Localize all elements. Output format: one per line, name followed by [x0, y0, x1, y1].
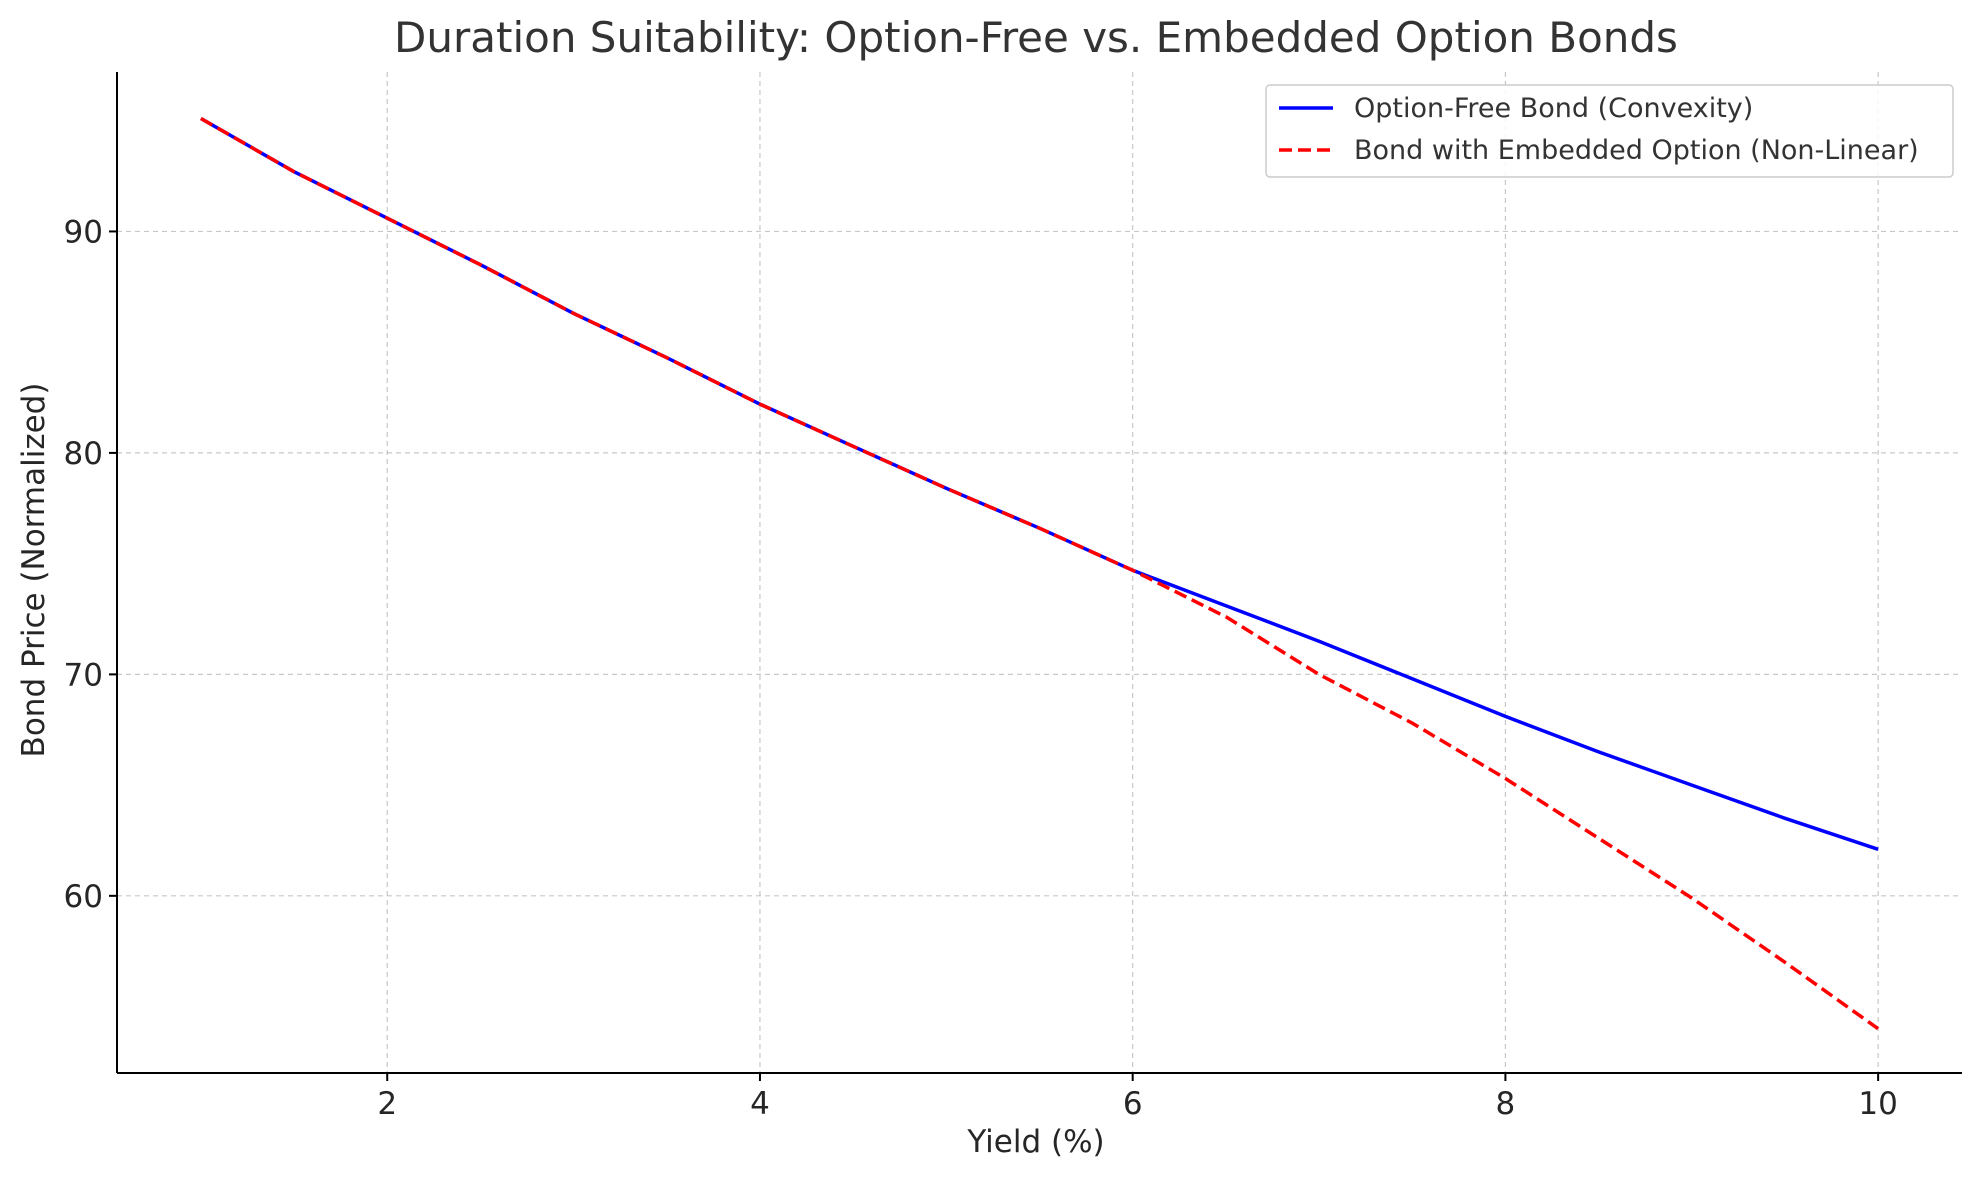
y-tick-label: 80 [64, 436, 103, 472]
x-axis-label: Yield (%) [966, 1124, 1104, 1160]
y-tick-label: 70 [64, 657, 103, 693]
y-axis-label: Bond Price (Normalized) [16, 383, 52, 758]
x-tick-label: 6 [1123, 1086, 1143, 1122]
y-tick-label: 90 [64, 214, 103, 250]
chart-title: Duration Suitability: Option-Free vs. Em… [394, 13, 1678, 62]
x-tick-label: 8 [1496, 1086, 1516, 1122]
grid [117, 72, 1962, 1073]
series-line-embedded-option [200, 116, 1880, 1031]
legend: Option-Free Bond (Convexity) Bond with E… [1265, 84, 1954, 178]
legend-label-embedded-option: Bond with Embedded Option (Non-Linear) [1354, 135, 1919, 166]
axes [116, 72, 1962, 1074]
series-lines [200, 116, 1880, 1031]
legend-label-option-free: Option-Free Bond (Convexity) [1354, 93, 1753, 124]
x-tick-label: 10 [1858, 1086, 1897, 1122]
x-tick-label: 4 [750, 1086, 770, 1122]
y-tick-label: 60 [64, 879, 103, 915]
x-tick-label: 2 [377, 1086, 397, 1122]
ticks: 2 4 6 8 10 60 70 80 90 [64, 214, 1898, 1122]
legend-box [1265, 84, 1954, 178]
